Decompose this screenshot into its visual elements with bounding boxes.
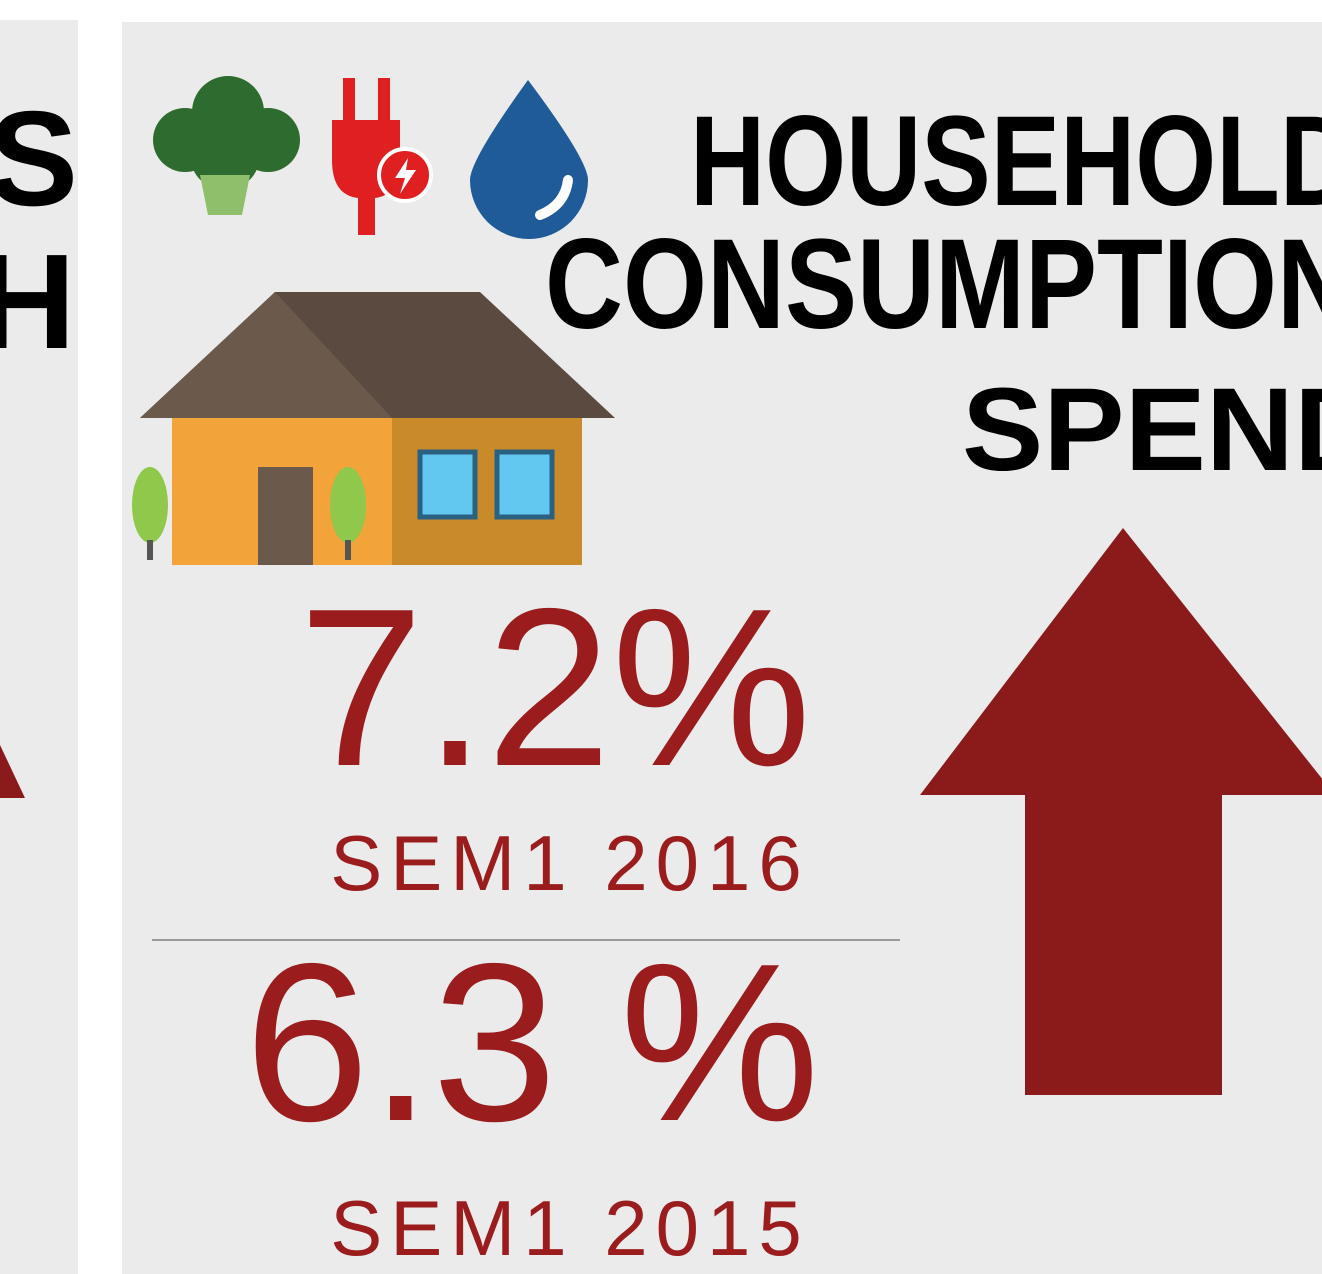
page: {"left_panel": {"line1": "S", "line2": "… [0, 0, 1322, 1274]
current-period: SEM1 2016 [330, 819, 810, 907]
left-title-line: S [0, 83, 78, 234]
infographic: S H HOUSEHOLD CONSUMPTION SPEND [0, 0, 1322, 1274]
title-line: SPEND [962, 364, 1322, 496]
title-line: HOUSEHOLD [690, 90, 1322, 233]
previous-value: 6.3 % [244, 916, 819, 1168]
title-line: CONSUMPTION [545, 213, 1322, 356]
previous-period: SEM1 2015 [330, 1184, 810, 1272]
left-title-line: H [0, 226, 76, 377]
current-value: 7.2% [299, 561, 812, 813]
